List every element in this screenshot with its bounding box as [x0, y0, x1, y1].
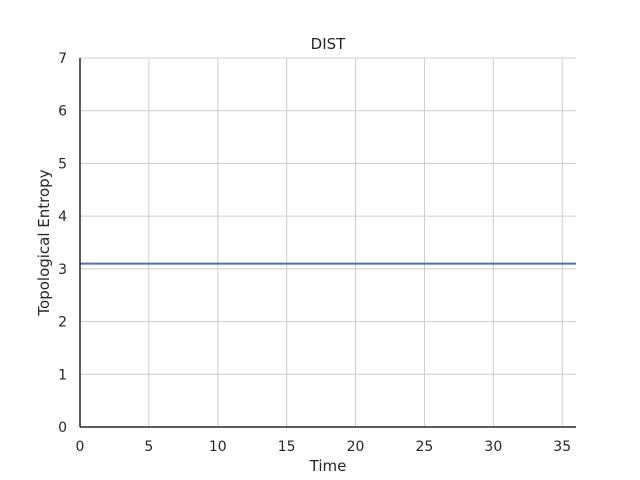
x-tick-label-2: 10: [209, 439, 227, 455]
x-tick-label-5: 25: [416, 439, 434, 455]
chart-title: DIST: [311, 35, 346, 53]
y-tick-label-5: 5: [58, 156, 67, 172]
x-tick-label-1: 5: [144, 439, 153, 455]
x-tick-labels: 0 5 10 15 20 25 30 35: [76, 439, 572, 455]
y-tick-label-0: 0: [58, 420, 67, 436]
grid: [79, 57, 576, 428]
y-tick-label-3: 3: [58, 262, 67, 278]
y-tick-label-2: 2: [58, 315, 67, 331]
y-axis-label: Topological Entropy: [35, 169, 53, 316]
x-tick-label-7: 35: [553, 439, 571, 455]
x-tick-label-3: 15: [278, 439, 296, 455]
y-tick-label-6: 6: [58, 104, 67, 120]
x-tick-label-6: 30: [484, 439, 502, 455]
x-tick-label-0: 0: [76, 439, 85, 455]
x-tick-label-4: 20: [347, 439, 365, 455]
y-tick-label-1: 1: [58, 367, 67, 383]
y-tick-label-7: 7: [58, 51, 67, 67]
y-tick-label-4: 4: [58, 209, 67, 225]
axes: [79, 58, 576, 428]
x-axis-label: Time: [309, 457, 347, 475]
y-tick-labels: 0 1 2 3 4 5 6 7: [58, 51, 67, 436]
